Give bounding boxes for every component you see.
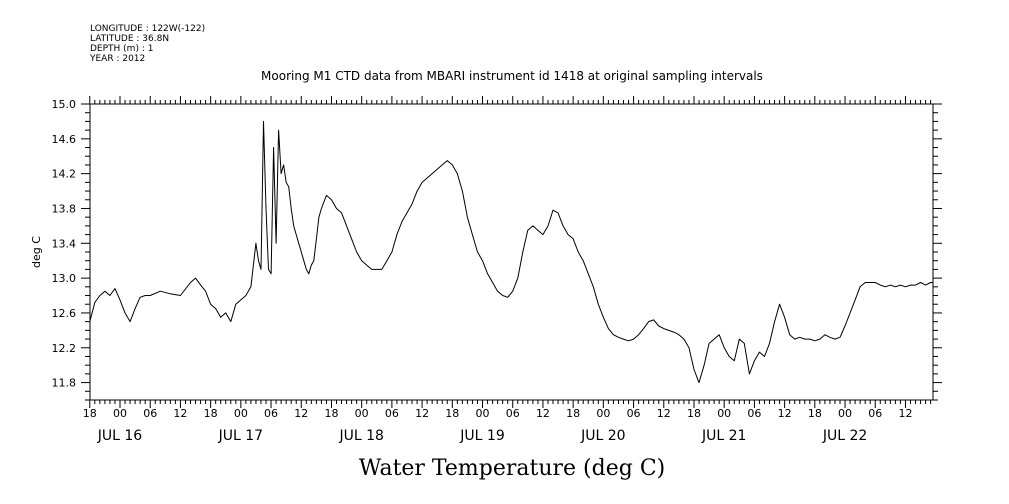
x-tick-label: 00 [596, 407, 610, 420]
y-tick-label: 14.6 [52, 133, 77, 146]
plot-frame [89, 103, 934, 401]
meta-year: YEAR : 2012 [89, 54, 145, 64]
x-tick-label: 18 [324, 407, 338, 420]
x-tick-label: 12 [898, 407, 912, 420]
x-tick-label: 12 [657, 407, 671, 420]
x-tick-label: 18 [83, 407, 97, 420]
x-tick-label: 18 [204, 407, 218, 420]
meta-longitude: LONGITUDE : 122W(-122) [90, 24, 205, 34]
y-tick-label: 13.4 [52, 237, 77, 250]
x-tick-label: 18 [445, 407, 459, 420]
x-tick-label: 06 [627, 407, 641, 420]
x-tick-label: 12 [536, 407, 550, 420]
x-axis-ticks [89, 96, 932, 408]
y-tick-label: 15.0 [52, 98, 77, 111]
y-tick-label: 12.2 [52, 342, 77, 355]
x-day-label: JUL 16 [97, 428, 143, 444]
x-axis-day-labels: JUL 16 JUL 17 JUL 18 JUL 19 JUL 20 JUL 21 JUL … [97, 428, 867, 444]
y-axis-labels: 11.8 12.2 12.6 13.0 13.4 13.8 14.2 14.6 15.0 [52, 98, 77, 390]
y-tick-label: 13.0 [52, 272, 77, 285]
x-tick-label: 06 [747, 407, 761, 420]
x-tick-label: 00 [838, 407, 852, 420]
y-tick-label: 11.8 [52, 377, 77, 390]
x-tick-label: 00 [113, 407, 127, 420]
x-tick-label: 12 [173, 407, 187, 420]
x-day-label: JUL 22 [822, 428, 867, 444]
series-line-water-temperature [90, 120, 933, 384]
x-day-label: JUL 21 [701, 428, 746, 444]
meta-latitude: LATITUDE : 36.8N [90, 34, 169, 44]
x-tick-label: 00 [355, 407, 369, 420]
meta-depth: DEPTH (m) : 1 [90, 44, 153, 54]
x-tick-label: 12 [778, 407, 792, 420]
x-tick-label: 00 [234, 407, 248, 420]
x-tick-label: 12 [415, 407, 429, 420]
y-axis-label: deg C [30, 236, 43, 268]
y-tick-label: 13.8 [52, 202, 77, 215]
y-axis-ticks [81, 103, 942, 401]
x-axis-labels: 18 00 06 12 18 00 06 12 18 00 06 12 18 00 06 12 18 00 06 12… [83, 407, 913, 420]
x-tick-label: 06 [143, 407, 157, 420]
x-tick-label: 18 [687, 407, 701, 420]
x-tick-label: 18 [566, 407, 580, 420]
x-tick-label: 00 [717, 407, 731, 420]
x-axis-title: Water Temperature (deg C) [359, 456, 666, 481]
x-tick-label: 00 [476, 407, 490, 420]
chart-title: Mooring M1 CTD data from MBARI instrumen… [261, 69, 763, 83]
x-day-label: JUL 19 [459, 428, 504, 444]
x-tick-label: 06 [506, 407, 520, 420]
y-tick-label: 12.6 [52, 307, 77, 320]
x-tick-label: 12 [294, 407, 308, 420]
x-tick-label: 06 [264, 407, 278, 420]
x-day-label: JUL 18 [338, 428, 383, 444]
y-tick-label: 14.2 [52, 168, 77, 181]
x-day-label: JUL 17 [218, 428, 263, 444]
x-day-label: JUL 20 [580, 428, 625, 444]
chart-metadata: LONGITUDE : 122W(-122) LATITUDE : 36.8N … [89, 24, 205, 64]
x-tick-label: 18 [808, 407, 822, 420]
x-tick-label: 06 [868, 407, 882, 420]
x-tick-label: 06 [385, 407, 399, 420]
